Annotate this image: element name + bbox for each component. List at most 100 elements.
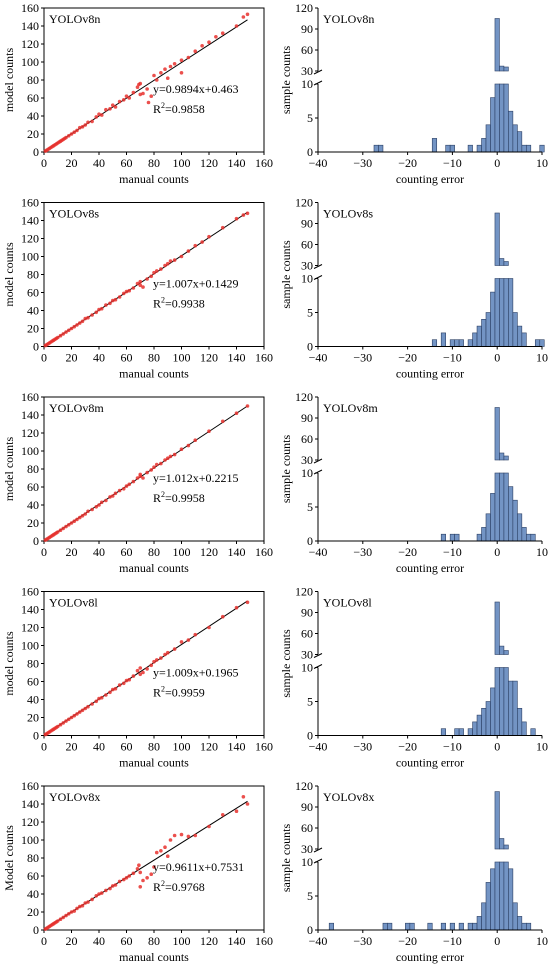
data-point	[193, 632, 198, 637]
x-tick-label: 40	[93, 156, 105, 170]
y-tick-label: 40	[27, 498, 39, 512]
x-axis-label: counting error	[396, 756, 464, 770]
panel-title: YOLOv8x	[323, 790, 374, 804]
data-point	[99, 891, 104, 895]
y-tick-label: 140	[21, 214, 39, 228]
histogram-bar-upper	[503, 66, 509, 72]
data-point	[220, 614, 225, 619]
r-squared: R2=0.9958	[153, 490, 205, 505]
histogram-bar	[440, 533, 446, 542]
histogram-bar	[503, 861, 509, 931]
x-tick-label: 100	[173, 351, 191, 365]
data-point	[77, 515, 82, 520]
histogram-bar	[512, 680, 518, 736]
x-tick-label: 60	[121, 351, 133, 365]
data-point	[241, 15, 246, 19]
data-point	[108, 301, 112, 306]
data-point	[72, 713, 77, 718]
histogram-bar	[490, 493, 496, 542]
y-tick-label: 10	[301, 272, 313, 286]
y-tick-label: 60	[27, 91, 39, 105]
y-tick-label: 0	[33, 340, 39, 354]
x-tick-label: −40	[309, 740, 328, 754]
histogram-bar	[526, 922, 532, 931]
data-point	[220, 419, 225, 424]
histogram-bar	[405, 922, 411, 931]
x-axis-label: counting error	[396, 172, 464, 186]
y-tick-label: 10	[301, 77, 313, 91]
data-point	[145, 470, 149, 475]
x-tick-label: 140	[228, 545, 246, 559]
histogram-bar	[476, 144, 482, 153]
data-point	[80, 514, 85, 518]
x-tick-label: 100	[173, 740, 191, 754]
histogram-bar	[472, 332, 478, 347]
data-point	[127, 874, 132, 878]
fit-equation: y=1.009x+0.1965	[153, 666, 239, 680]
histogram-bar	[539, 339, 545, 347]
y-tick-label: 30	[301, 259, 313, 273]
data-point	[145, 876, 149, 880]
x-tick-label: 20	[66, 545, 78, 559]
data-point	[66, 912, 71, 916]
y-axis-label: Model counts	[2, 825, 16, 891]
histogram-bar	[476, 325, 482, 347]
histogram-bar	[467, 922, 473, 931]
y-axis-label: model counts	[2, 48, 16, 113]
y-tick-label: 20	[27, 711, 39, 725]
data-point	[64, 524, 68, 529]
y-tick-label: 30	[301, 64, 313, 78]
histogram-bar-upper	[494, 212, 500, 266]
data-point	[154, 462, 159, 467]
y-tick-label: 120	[295, 1, 313, 15]
data-point	[165, 854, 170, 858]
data-point	[145, 667, 149, 671]
histogram-bar	[378, 144, 384, 153]
y-tick-label: 5	[307, 889, 313, 903]
x-tick-label: 140	[228, 740, 246, 754]
y-axis-label: sample counts	[279, 435, 293, 504]
data-point	[66, 717, 71, 722]
data-point	[127, 288, 132, 293]
x-tick-label: 10	[536, 740, 548, 754]
histogram-bar	[481, 902, 487, 931]
fit-equation: y=0.9611x+0.7531	[153, 860, 244, 874]
data-point	[179, 832, 184, 837]
y-tick-label: 5	[307, 111, 313, 125]
histogram-bar	[481, 138, 487, 153]
data-point	[193, 49, 198, 53]
y-tick-label: 140	[21, 19, 39, 33]
data-point	[64, 719, 68, 723]
y-tick-label: 60	[27, 480, 39, 494]
data-point	[113, 686, 118, 691]
histogram-bar	[526, 144, 532, 153]
y-tick-label: 60	[301, 432, 313, 446]
data-point	[108, 886, 112, 891]
panel-title: YOLOv8m	[49, 401, 104, 415]
data-point	[66, 523, 71, 527]
x-tick-label: 120	[200, 934, 218, 948]
histogram-bar	[521, 527, 527, 542]
y-tick-label: 0	[33, 145, 39, 159]
x-tick-label: 0	[41, 934, 47, 948]
x-tick-label: 100	[173, 545, 191, 559]
data-point	[135, 476, 140, 480]
x-tick-label: 10	[536, 934, 548, 948]
data-point	[159, 656, 163, 660]
data-point	[179, 58, 184, 62]
data-point	[66, 328, 71, 333]
data-point	[110, 298, 115, 303]
fit-equation: y=1.007x+0.1429	[153, 277, 239, 291]
x-axis-label: counting error	[396, 561, 464, 575]
data-point	[141, 476, 145, 480]
y-tick-label: 120	[21, 37, 39, 51]
y-tick-label: 80	[27, 462, 39, 476]
data-point	[97, 307, 101, 312]
fit-equation: y=0.9894x+0.463	[153, 82, 239, 96]
histogram-bar	[530, 533, 536, 542]
data-point	[138, 672, 143, 677]
panel-title: YOLOv8l	[323, 596, 372, 610]
histogram-bar	[521, 721, 527, 736]
